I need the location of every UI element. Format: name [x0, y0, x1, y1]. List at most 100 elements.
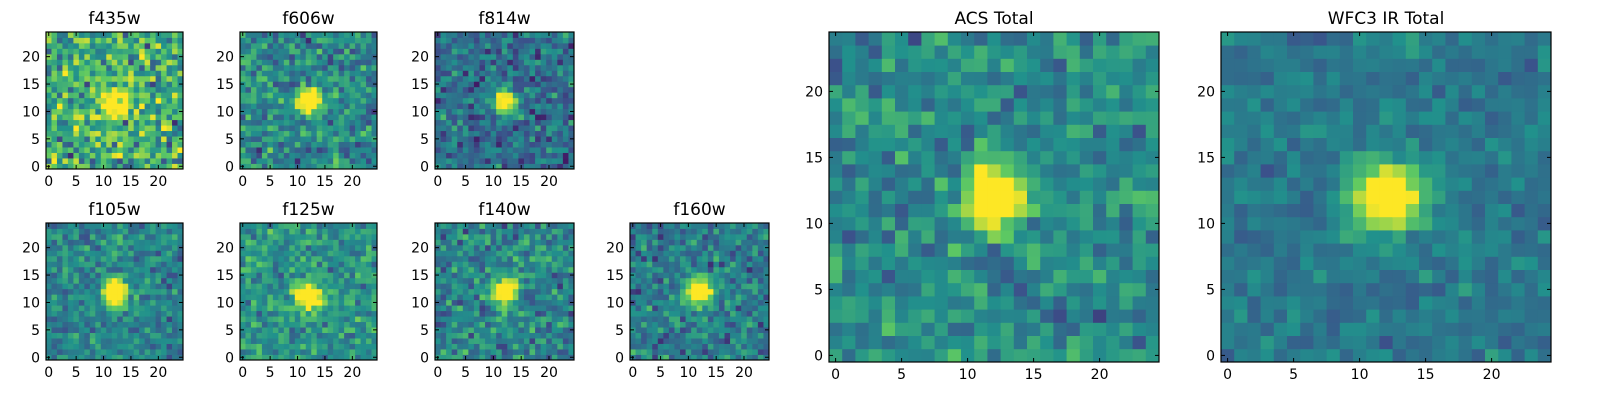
heatmap-cell	[546, 239, 553, 246]
heatmap-cell	[333, 48, 340, 55]
heatmap-cell	[67, 92, 74, 99]
heatmap-cell	[724, 250, 731, 257]
heatmap-cell	[440, 305, 447, 312]
heatmap-cell	[735, 233, 742, 240]
heatmap-cell	[338, 59, 345, 66]
heatmap-cell	[512, 59, 519, 66]
heatmap-cell	[133, 53, 140, 60]
heatmap-cell	[446, 103, 453, 110]
heatmap-cell	[294, 244, 301, 251]
heatmap-cell	[485, 310, 491, 317]
heatmap-cell	[155, 75, 162, 82]
heatmap-cell	[529, 261, 536, 268]
heatmap-cell	[512, 288, 519, 295]
heatmap-cell	[256, 92, 263, 99]
heatmap-cell	[338, 332, 345, 339]
heatmap-cell	[172, 266, 178, 273]
heatmap-cell	[730, 233, 737, 240]
heatmap-cell	[327, 97, 334, 104]
heatmap-cell	[327, 266, 334, 273]
heatmap-cell	[702, 266, 709, 273]
heatmap-cell	[451, 119, 458, 126]
heatmap-cell	[245, 75, 252, 82]
heatmap-cell	[122, 294, 129, 301]
heatmap-cell	[155, 255, 162, 262]
heatmap-cell	[106, 223, 113, 229]
heatmap-cell	[150, 81, 156, 88]
heatmap-cell	[256, 277, 263, 284]
heatmap-cell	[78, 288, 85, 295]
heatmap-cell	[67, 305, 74, 312]
heatmap-cell	[490, 277, 497, 284]
heatmap-cell	[122, 147, 129, 153]
x-tick-label: 10	[95, 174, 113, 190]
heatmap-cell	[106, 163, 113, 170]
heatmap-cell	[663, 288, 670, 295]
heatmap-cell	[150, 239, 156, 246]
heatmap-cell	[1027, 335, 1041, 350]
heatmap-cell	[294, 266, 301, 273]
heatmap-cell	[507, 147, 514, 153]
heatmap-cell	[139, 223, 146, 229]
heatmap-cell	[529, 277, 536, 284]
heatmap-cell	[730, 332, 737, 339]
heatmap-cell	[256, 288, 263, 295]
heatmap-cell	[490, 321, 497, 328]
heatmap-cell	[895, 203, 909, 218]
heatmap-cell	[333, 42, 340, 49]
heatmap-cell	[451, 239, 458, 246]
heatmap-cell	[473, 119, 480, 126]
heatmap-cell	[546, 37, 553, 44]
heatmap-cell	[278, 266, 285, 273]
heatmap-cell	[78, 136, 85, 142]
heatmap-cell	[349, 349, 356, 355]
heatmap-cell	[289, 32, 296, 38]
heatmap-cell	[67, 163, 74, 170]
heatmap-cell	[272, 92, 279, 99]
heatmap-cell	[172, 294, 178, 301]
heatmap-cell	[51, 277, 58, 284]
heatmap-cell	[56, 53, 63, 60]
heatmap-cell	[161, 97, 167, 104]
heatmap-cell	[100, 42, 107, 49]
heatmap-cell	[496, 294, 503, 301]
heatmap-cell	[250, 53, 257, 60]
heatmap-cell	[440, 103, 447, 110]
heatmap-cell	[523, 305, 530, 312]
heatmap-cell	[95, 244, 102, 251]
heatmap-cell	[360, 64, 367, 71]
heatmap-cell	[641, 310, 648, 317]
heatmap-cell	[635, 283, 642, 290]
heatmap-cell	[490, 53, 497, 60]
heatmap-cell	[166, 255, 173, 262]
heatmap-cell	[128, 255, 135, 262]
heatmap-cell	[261, 305, 268, 312]
heatmap-cell	[333, 125, 340, 132]
heatmap-cell	[355, 97, 361, 104]
heatmap-cell	[763, 332, 770, 339]
heatmap-cell	[250, 349, 257, 355]
heatmap-cell	[501, 64, 508, 71]
heatmap-cell	[702, 244, 709, 251]
heatmap-cell	[144, 97, 151, 104]
heatmap-cell	[1040, 335, 1054, 350]
heatmap-cell	[122, 239, 129, 246]
heatmap-cell	[128, 327, 135, 333]
heatmap-cell	[371, 37, 378, 44]
heatmap-cell	[349, 81, 356, 88]
heatmap-cell	[551, 305, 558, 312]
heatmap-cell	[117, 349, 124, 355]
heatmap-cell	[283, 152, 290, 159]
heatmap-cell	[150, 125, 156, 132]
heatmap-cell	[62, 86, 69, 93]
heatmap-cell	[457, 32, 464, 38]
heatmap-cell	[344, 305, 350, 312]
heatmap-cell	[446, 81, 453, 88]
heatmap-cell	[122, 332, 129, 339]
heatmap-cell	[551, 32, 558, 38]
heatmap-cell	[300, 354, 307, 361]
heatmap-cell	[868, 335, 883, 350]
heatmap-cell	[51, 283, 58, 290]
heatmap-cell	[62, 272, 69, 279]
heatmap-cell	[691, 338, 698, 344]
